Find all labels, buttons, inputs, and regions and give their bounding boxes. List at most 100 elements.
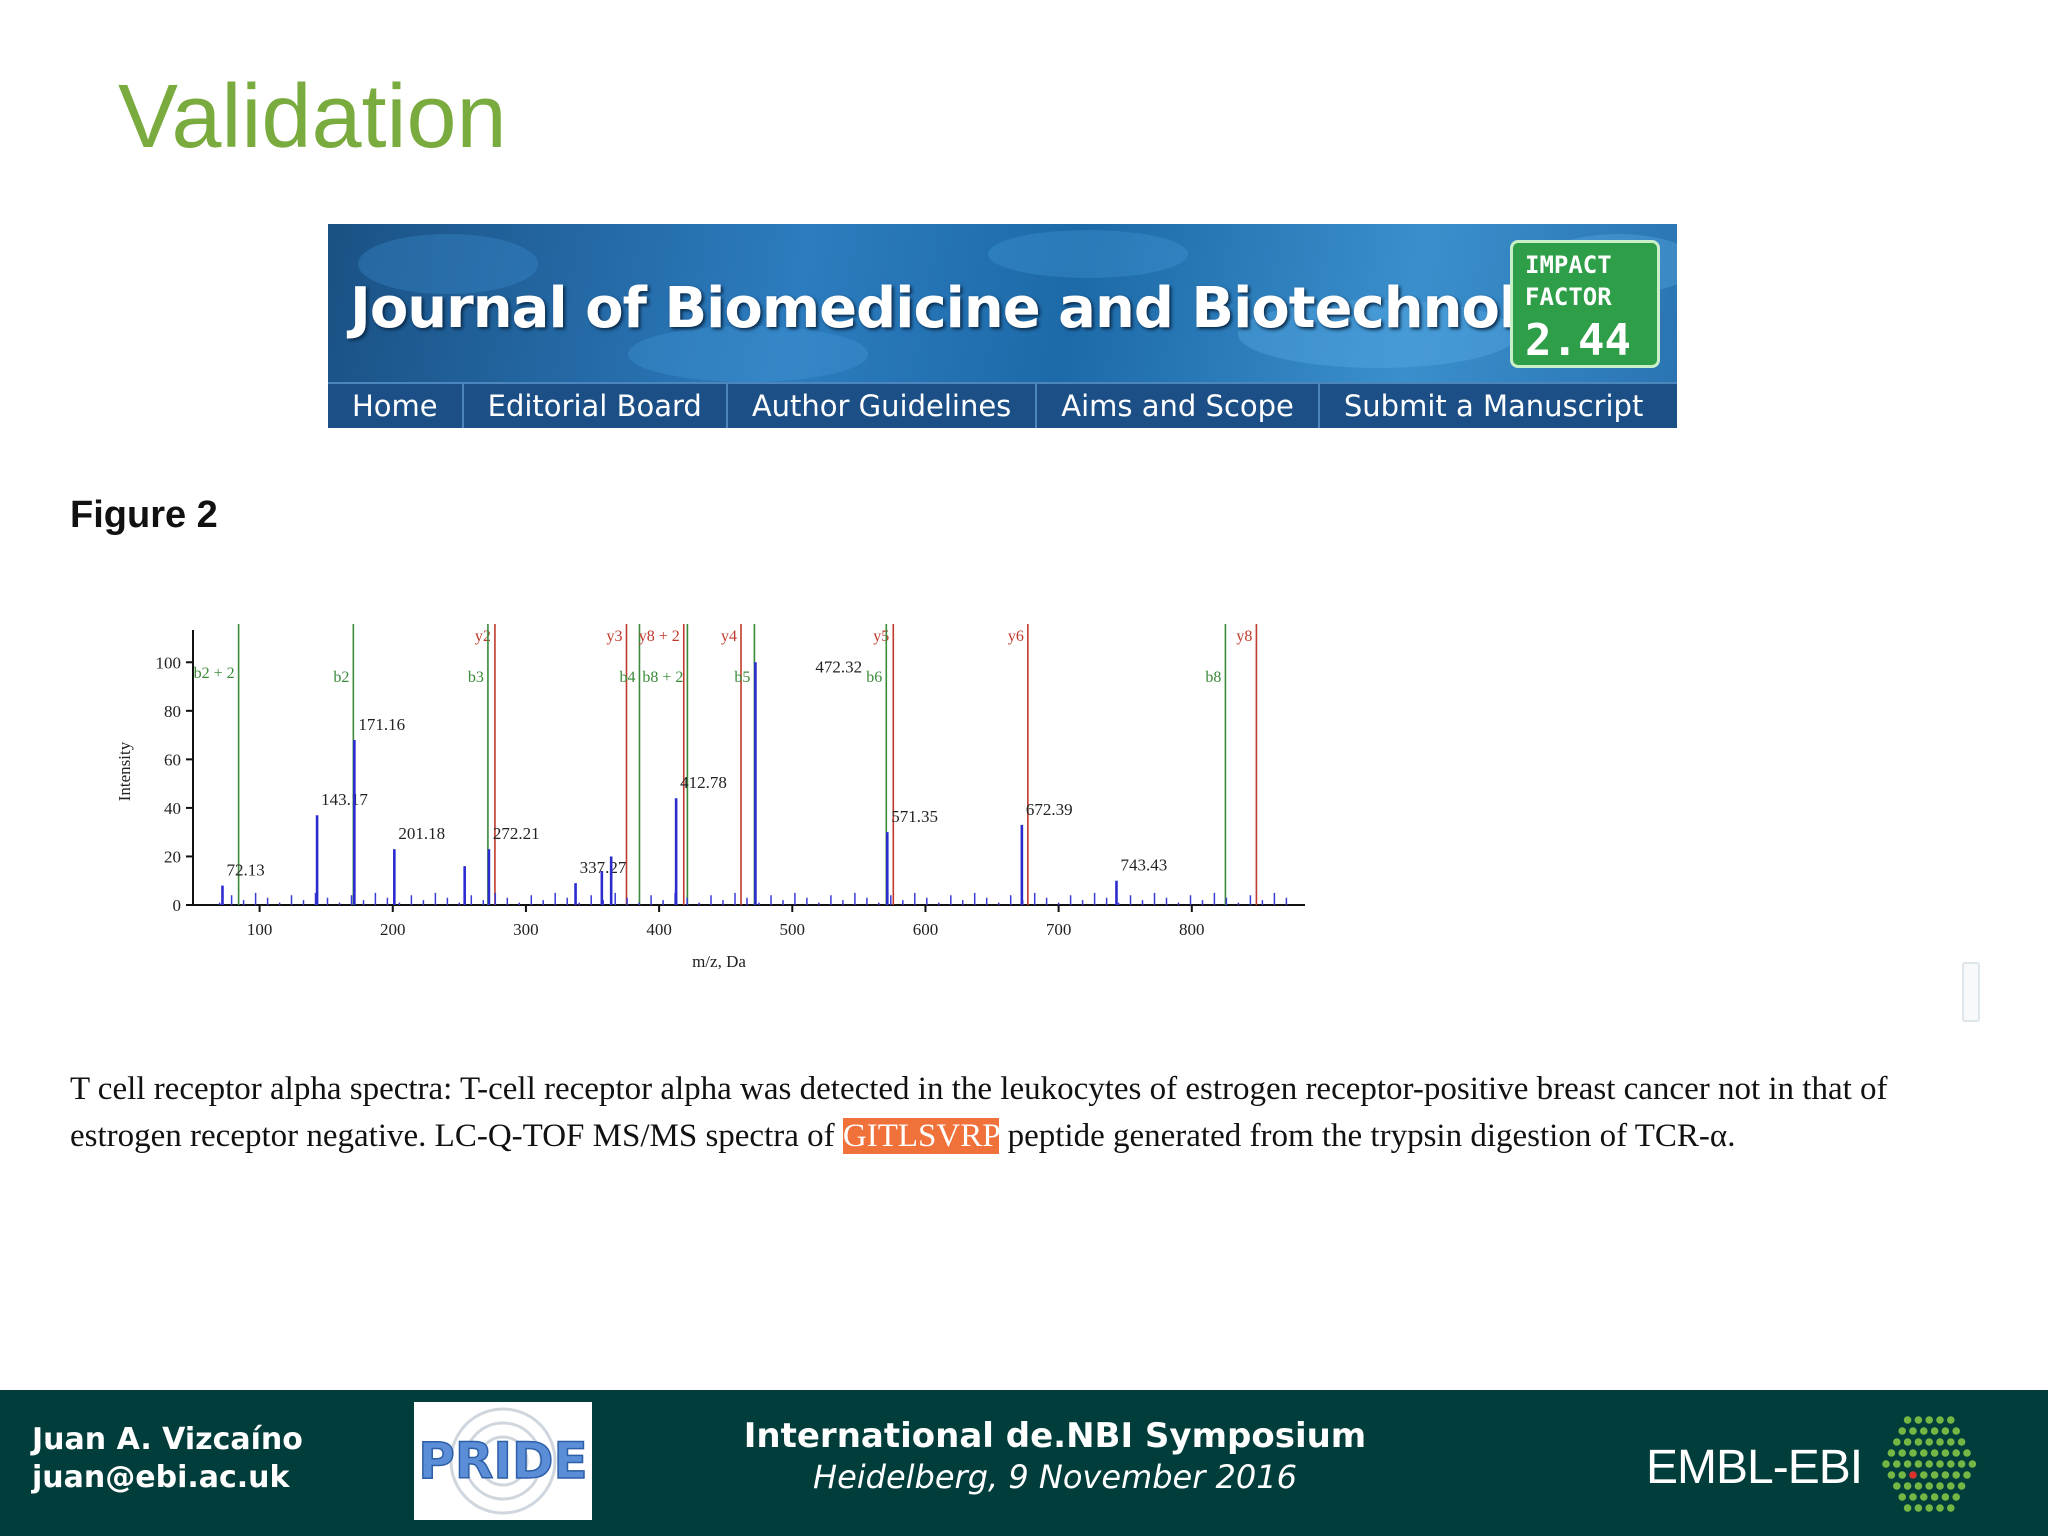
ebi-dot bbox=[1925, 1482, 1933, 1490]
ion-label: b8 + 2 bbox=[642, 669, 683, 686]
peak-label: 272.21 bbox=[493, 824, 540, 843]
ms-spectrum-chart: 100 200 300 400 500 600 700 800 0 20 40 60 80 100 m/z,… bbox=[115, 624, 1305, 971]
figure-label: Figure 2 bbox=[70, 494, 218, 536]
ion-label: y6 bbox=[1008, 628, 1024, 645]
ebi-dot bbox=[1898, 1449, 1906, 1457]
ebi-dot bbox=[1909, 1493, 1917, 1501]
y-tick-label: 40 bbox=[164, 799, 181, 818]
ebi-dot bbox=[1947, 1438, 1955, 1446]
ebi-dot bbox=[1914, 1460, 1923, 1468]
ion-label: y4 bbox=[721, 628, 737, 645]
x-tick-label: 800 bbox=[1179, 920, 1205, 939]
ion-label: b4 bbox=[619, 669, 635, 686]
peak-label: 171.16 bbox=[358, 715, 405, 734]
x-axis-label: m/z, Da bbox=[692, 952, 746, 971]
ion-label: y8 + 2 bbox=[639, 628, 680, 645]
embl-ebi-logo: EMBL-EBI bbox=[1646, 1441, 1863, 1494]
ion-label: b5 bbox=[734, 669, 750, 686]
ebi-dot bbox=[1893, 1438, 1901, 1446]
y-tick-label: 60 bbox=[164, 750, 181, 769]
author-name: Juan A. Vizcaíno bbox=[32, 1422, 303, 1457]
ebi-dot bbox=[1920, 1427, 1928, 1435]
footer: Juan A. Vizcaíno juan@ebi.ac.uk PRIDE In… bbox=[0, 1390, 2048, 1536]
ebi-dot bbox=[1887, 1471, 1896, 1479]
ebi-dot bbox=[1947, 1416, 1955, 1424]
ebi-dot bbox=[1893, 1482, 1901, 1490]
nav-author-guidelines[interactable]: Author Guidelines bbox=[728, 384, 1038, 428]
noise-peaks bbox=[218, 892, 1288, 905]
x-tick-label: 100 bbox=[247, 920, 273, 939]
journal-banner[interactable]: Journal of Biomedicine and Biotechnology… bbox=[328, 224, 1677, 428]
ebi-dot bbox=[1903, 1504, 1912, 1512]
ebi-dot bbox=[1947, 1482, 1955, 1490]
ebi-dot bbox=[1925, 1438, 1933, 1446]
peak-label: 472.32 bbox=[815, 657, 862, 676]
ion-label: b8 bbox=[1205, 669, 1221, 686]
ebi-dot bbox=[1914, 1416, 1923, 1424]
x-tick-label: 200 bbox=[380, 920, 406, 939]
journal-nav: Home Editorial Board Author Guidelines A… bbox=[328, 382, 1677, 428]
ebi-dot bbox=[1930, 1427, 1939, 1435]
ion-label: y8 bbox=[1236, 628, 1252, 645]
ebi-dot bbox=[1903, 1416, 1912, 1424]
nav-aims-and-scope[interactable]: Aims and Scope bbox=[1037, 384, 1320, 428]
pride-logo-graphic: PRIDE bbox=[418, 1407, 588, 1515]
nav-home[interactable]: Home bbox=[328, 384, 464, 428]
peak-label: 143.17 bbox=[321, 790, 368, 809]
ebi-dot bbox=[1952, 1449, 1960, 1457]
ebi-dot bbox=[1941, 1493, 1950, 1501]
ebi-dot bbox=[1947, 1460, 1955, 1468]
nav-editorial-board[interactable]: Editorial Board bbox=[464, 384, 728, 428]
peak-label: 743.43 bbox=[1120, 856, 1167, 875]
x-tick-label: 300 bbox=[513, 920, 539, 939]
peak-label: 672.39 bbox=[1026, 800, 1073, 819]
ebi-dot bbox=[1963, 1471, 1971, 1479]
factor-label: FACTOR bbox=[1525, 283, 1612, 311]
ebi-dot bbox=[1925, 1460, 1933, 1468]
scroll-handle[interactable] bbox=[1962, 962, 1980, 1022]
impact-label: IMPACT bbox=[1525, 251, 1612, 279]
ebi-dot bbox=[1909, 1471, 1917, 1479]
ion-label: y5 bbox=[873, 628, 889, 645]
ebi-dot bbox=[1952, 1493, 1960, 1501]
pride-logo-text: PRIDE bbox=[418, 1432, 587, 1490]
ebi-dot bbox=[1882, 1460, 1890, 1468]
ebi-dot bbox=[1952, 1427, 1960, 1435]
peak-label: 201.18 bbox=[398, 824, 445, 843]
ebi-dot bbox=[1952, 1471, 1960, 1479]
x-tick-label: 700 bbox=[1046, 920, 1072, 939]
y-tick-label: 100 bbox=[156, 653, 182, 672]
ebi-dot bbox=[1947, 1504, 1955, 1512]
ebi-dot bbox=[1920, 1471, 1928, 1479]
event-title: International de.NBI Symposium bbox=[743, 1416, 1367, 1456]
journal-name[interactable]: Journal of Biomedicine and Biotechnology bbox=[350, 276, 1630, 341]
slide-title: Validation bbox=[118, 67, 507, 167]
peak-label: 337.27 bbox=[580, 858, 627, 877]
x-tick-label: 600 bbox=[913, 920, 939, 939]
ebi-dot bbox=[1893, 1460, 1901, 1468]
x-tick-label: 500 bbox=[780, 920, 806, 939]
ion-label: y3 bbox=[606, 628, 622, 645]
author-email[interactable]: juan@ebi.ac.uk bbox=[32, 1460, 290, 1495]
y-tick-label: 20 bbox=[164, 847, 181, 866]
ebi-dot bbox=[1898, 1427, 1906, 1435]
ebi-dot bbox=[1887, 1449, 1896, 1457]
ebi-dot bbox=[1968, 1460, 1977, 1468]
ebi-dot bbox=[1914, 1504, 1923, 1512]
ebi-dot bbox=[1936, 1482, 1944, 1490]
ebi-dot bbox=[1941, 1427, 1950, 1435]
ebi-dot bbox=[1914, 1482, 1923, 1490]
ebi-dot bbox=[1898, 1493, 1906, 1501]
peak-label: 412.78 bbox=[680, 773, 727, 792]
ebi-dot bbox=[1903, 1460, 1912, 1468]
ebi-dot bbox=[1957, 1482, 1966, 1490]
caption-text-end: peptide generated from the trypsin diges… bbox=[999, 1118, 1736, 1154]
ebi-dot bbox=[1920, 1493, 1928, 1501]
nav-submit-manuscript[interactable]: Submit a Manuscript bbox=[1343, 389, 1644, 423]
ebi-dot bbox=[1930, 1471, 1939, 1479]
embl-ebi-dots-icon bbox=[1882, 1416, 1977, 1512]
ebi-dot bbox=[1930, 1493, 1939, 1501]
peak-label: 571.35 bbox=[891, 807, 938, 826]
ion-label: b3 bbox=[468, 669, 484, 686]
ebi-dot bbox=[1909, 1427, 1917, 1435]
